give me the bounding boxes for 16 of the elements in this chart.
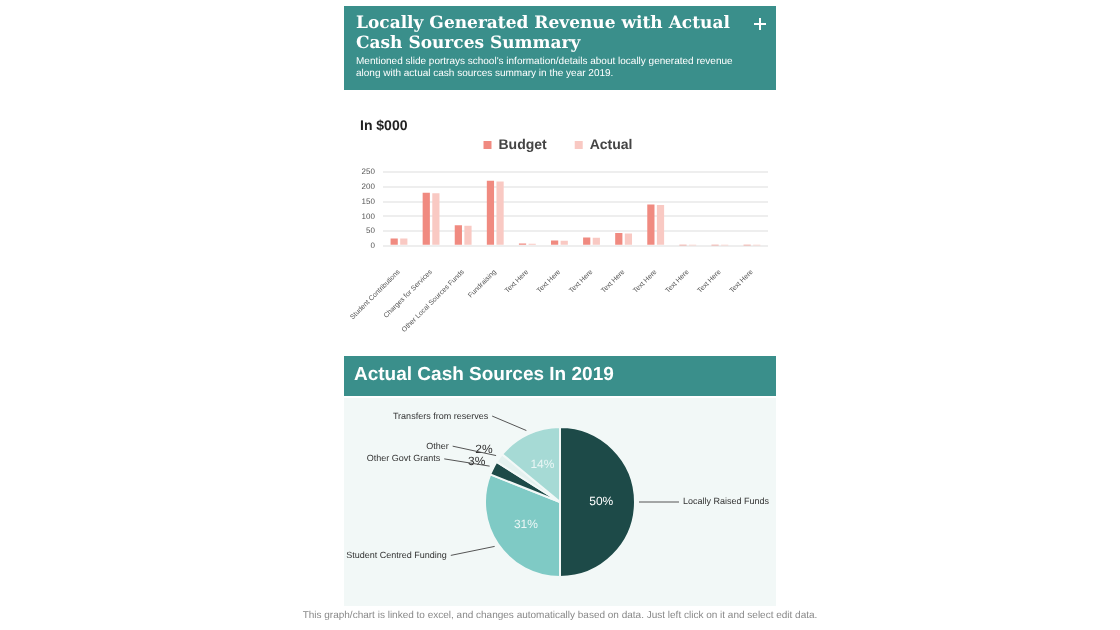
bar: [624, 233, 633, 245]
bar: [496, 181, 504, 245]
chart-title: Actual Cash Sources In 2019: [344, 356, 776, 396]
bar: [592, 237, 600, 245]
bar: [454, 225, 462, 245]
bar: [422, 192, 430, 245]
bar: [464, 225, 472, 245]
bar: [647, 204, 655, 245]
bar: [486, 180, 495, 245]
bar: [432, 193, 440, 245]
bar: [583, 237, 591, 245]
bar: [400, 238, 408, 245]
bar: [656, 205, 665, 245]
bar: [390, 238, 398, 245]
chart-title: Locally Generated Revenue with Actual Cash Sources Summary: [356, 14, 732, 54]
bar: [615, 233, 623, 245]
